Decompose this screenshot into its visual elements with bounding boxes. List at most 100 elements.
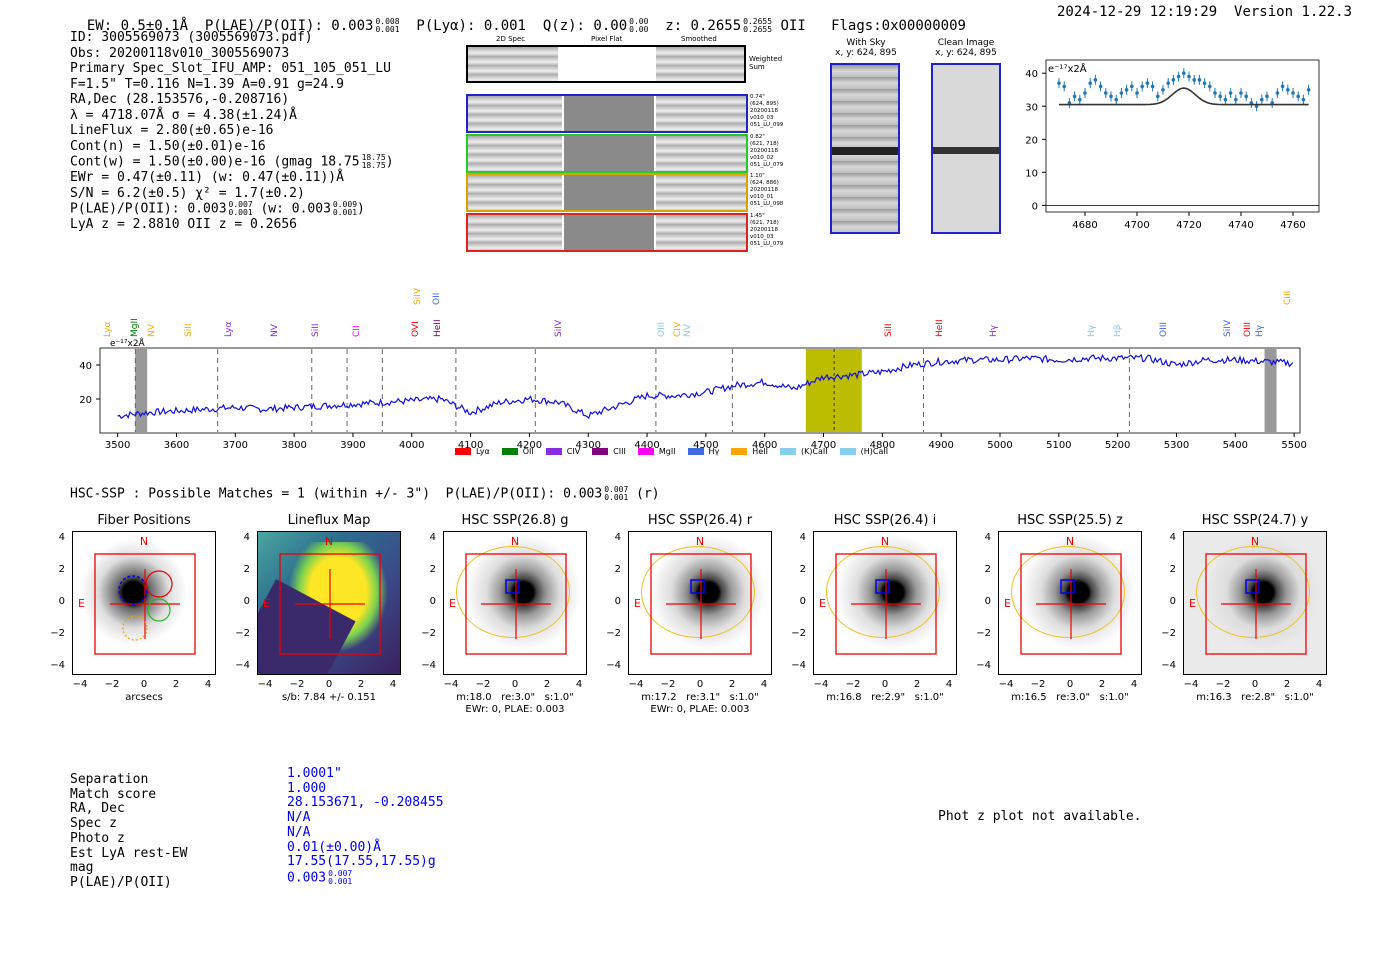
legend-item: HeII (731, 447, 768, 456)
hsc-image (72, 531, 216, 675)
line-fit-point (1187, 74, 1191, 79)
line-fit-point (1213, 91, 1217, 95)
header-summary: EW: 0.5±0.1Å P(LAE)/P(OII): 0.003 0.008 0.… (86, 17, 966, 35)
hsc-panel: Fiber Positions N E 4 2 0 −2 −4 −4 −2 0 2 4 arcsecs (37, 510, 226, 725)
compass-east: E (634, 597, 641, 610)
compass-north: N (880, 535, 890, 548)
spectrum-line-label: Hβ (1113, 324, 1123, 337)
line-fit-point (1286, 87, 1290, 92)
col-pixel-flat: Pixel Flat (591, 35, 623, 43)
line-fit-point (1265, 94, 1269, 99)
compass-north: N (324, 535, 334, 548)
hsc-ytick-label: 0 (799, 596, 806, 607)
hsc-xtick-label: 4 (1315, 679, 1323, 690)
hsc-xtick-label: −2 (104, 679, 120, 690)
spectrum-line-label: CIV (673, 321, 683, 337)
compass-north: N (695, 535, 705, 548)
line-fit-point (1296, 94, 1300, 99)
info-lyaz: LyA z = 2.8810 OII z = 0.2656 (70, 217, 297, 232)
line-fit-point (1093, 78, 1098, 82)
line-fit-point (1192, 78, 1196, 82)
hsc-xtick-label: 0 (1066, 679, 1074, 690)
photz-note: Phot z plot not available. (938, 809, 1142, 824)
compass-east: E (1189, 597, 1196, 610)
cutout-row-stamp (466, 133, 748, 173)
cutout-row: 0.091.270341.45"(621, 718)20200118v010_0… (466, 212, 796, 252)
match-value: 17.55(17.55,17.55)g (287, 854, 436, 870)
spectrum-xtick-label: 5100 (1046, 440, 1071, 451)
spectrum-line-label: OIII (657, 322, 667, 337)
line-fit-point (1114, 97, 1118, 102)
hsc-ytick-label: −4 (421, 660, 436, 671)
spectrum-xtick-label: 3700 (223, 440, 248, 451)
hsc-panel: HSC SSP(24.7) y N E 4 2 0 −2 −4 −4 −2 0 2 4 m:16.3 re… (1148, 510, 1337, 725)
hsc-xtick-label: −4 (1183, 679, 1199, 690)
spectrum-line-label: CIII (1283, 291, 1293, 305)
hsc-panel: Lineflux Map N E 4 2 0 −2 −4 −4 −2 0 2 4 s/b: 7.84 +/… (222, 510, 411, 725)
legend-item: CIII (592, 447, 626, 456)
legend-item: Lyα (455, 447, 490, 456)
hsc-panel-title: HSC SSP(24.7) y (1201, 513, 1309, 528)
line-fit-point (1280, 84, 1285, 89)
spectrum-line-label: Lyα (224, 321, 234, 337)
detection-info: ID: 3005569073 (3005569073.pdf) Obs: 202… (70, 30, 394, 233)
line-fit-point (1306, 87, 1311, 92)
line-fit-point (1130, 84, 1134, 89)
clean-image-stamp (931, 63, 1001, 234)
info-lambda: λ = 4718.07Å σ = 4.38(±1.24)Å (70, 107, 297, 123)
hsc-xtick-label: 2 (172, 679, 180, 690)
line-fit-point (1166, 81, 1170, 85)
hsc-ytick-label: 4 (799, 532, 806, 543)
spectrum-line-label: OIII (1159, 322, 1169, 337)
full-spectrum-chart: Lyα MgII NV SiII Lyα NV SiII CII OVI HeII SiIV OIII… (79, 287, 1307, 451)
hsc-xtick-label: 4 (389, 679, 397, 690)
hsc-xtick-label: 2 (913, 679, 921, 690)
hsc-xtick-label: 4 (575, 679, 583, 690)
hsc-ytick-label: −2 (421, 628, 436, 639)
compass-east: E (263, 597, 270, 610)
spectrum-ytick-label: 40 (79, 361, 92, 372)
header-qz: Q(z): 0.00 (542, 18, 628, 34)
full-spectrum: Lyα MgII NV SiII Lyα NV SiII CII OVI HeII SiIV OIII… (0, 275, 1400, 456)
hsc-panel-caption: m:18.0 re:3.0" s:1.0" EWr: 0, PLAE: 0.003 (456, 692, 574, 715)
hsc-image (628, 531, 772, 675)
match-label: Match score (70, 786, 157, 802)
weighted-sum-stamp (466, 45, 746, 83)
spectrum-line-label: HeII (935, 319, 945, 337)
hsc-ytick-label: 2 (243, 564, 250, 575)
hsc-xtick-label: 4 (204, 679, 212, 690)
line-fit-xtick-label: 4680 (1072, 220, 1097, 231)
aperture-ellipse (456, 546, 570, 638)
hsc-ytick-label: 0 (58, 596, 65, 607)
header-datetime-version: 2024-12-29 12:19:29 Version 1.22.3 (1057, 4, 1352, 20)
hsc-xtick-label: 4 (1130, 679, 1138, 690)
spectrum-xtick-label: 5300 (1164, 440, 1189, 451)
match-value: 0.003 0.007 0.001 (287, 868, 353, 886)
cutout-row-meta: 0.82" (621, 718) 20200118 v010_02 051_LU_079 (750, 133, 784, 168)
info-params: F=1.5" T=0.116 N=1.39 A=0.91 g=24.9 (70, 76, 344, 92)
line-fit-point (1291, 91, 1295, 95)
header-z: z: 0.2655 (665, 18, 742, 34)
hsc-summary: HSC-SSP : Possible Matches = 1 (within +… (70, 485, 660, 502)
hsc-ytick-label: 2 (1169, 564, 1176, 575)
hsc-xtick-label: −4 (257, 679, 273, 690)
info-plae: P(LAE)/P(OII): 0.003 0.007 0.001 (w: 0.003… (70, 200, 365, 217)
header-z-line: OII (780, 18, 806, 34)
spectrum-xtick-label: 4200 (517, 440, 542, 451)
hsc-xtick-label: 0 (881, 679, 889, 690)
col-smoothed: Smoothed (681, 35, 717, 43)
line-fit-point (1234, 97, 1238, 102)
spectrum-xtick-label: 4800 (870, 440, 895, 451)
hsc-panel-caption: m:16.5 re:3.0" s:1.0" (1011, 692, 1129, 703)
hsc-ytick-label: 4 (1169, 532, 1176, 543)
spectrum-line-label: Hγ (1087, 324, 1097, 337)
hsc-ytick-label: −2 (976, 628, 991, 639)
spectrum-xtick-label: 4000 (399, 440, 424, 451)
hsc-ytick-label: −4 (1161, 660, 1176, 671)
hsc-panel: HSC SSP(26.8) g N E 4 2 0 −2 −4 −4 −2 0 2 4 m:18.0 re… (408, 510, 597, 725)
match-label: RA, Dec (70, 801, 125, 817)
line-fit-point (1208, 84, 1212, 89)
line-fit-point (1301, 97, 1306, 102)
hsc-ytick-label: −2 (235, 628, 250, 639)
hsc-ytick-label: −2 (50, 628, 65, 639)
